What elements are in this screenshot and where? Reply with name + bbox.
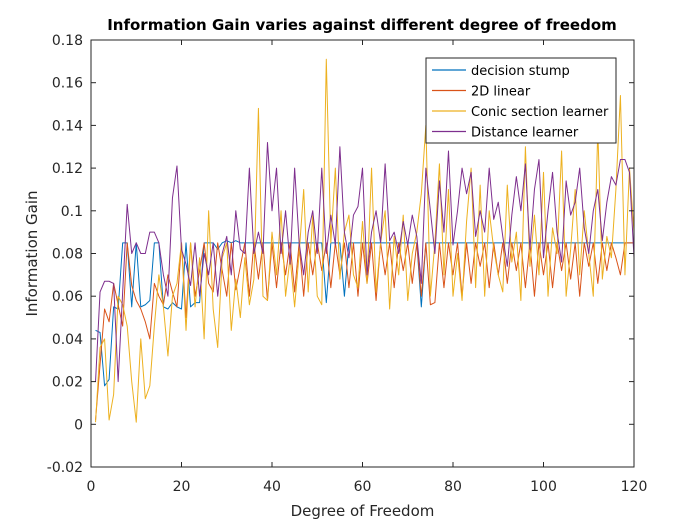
series-line-decision-stump [95, 240, 634, 387]
x-tick-label: 100 [530, 479, 557, 495]
legend-box [425, 57, 617, 144]
y-tick-label: 0.18 [52, 33, 83, 49]
x-tick-label: 120 [621, 479, 648, 495]
chart-title: Information Gain varies against differen… [107, 16, 617, 34]
y-tick-label: -0.02 [47, 460, 83, 476]
series-layer [95, 58, 635, 423]
y-tick-label: 0.1 [61, 204, 83, 220]
legend-label: decision stump [471, 64, 570, 79]
y-tick-label: 0.14 [52, 118, 83, 134]
legend-label: Conic section learner [471, 105, 609, 120]
axis-layer: 0 20 40 60 80 100 120-0.0200.020.040.060.080.1… [47, 33, 648, 495]
y-tick-label: 0.06 [52, 289, 83, 305]
legend-label: 2D linear [471, 85, 531, 100]
x-tick-label: 0 [87, 479, 96, 495]
y-tick-label: 0 [74, 417, 83, 433]
y-tick-label: 0.08 [52, 247, 83, 263]
y-tick-label: 0.16 [52, 76, 83, 92]
y-tick-label: 0.04 [52, 332, 83, 348]
series-line-2d-linear [95, 242, 634, 421]
legend: decision stump 2D linear Conic section lea… [425, 57, 617, 144]
x-tick-label: 40 [263, 479, 281, 495]
y-tick-label: 0.02 [52, 375, 83, 391]
series-line-distance-learner [95, 141, 635, 383]
y-tick-label: 0.12 [52, 161, 83, 177]
x-axis-title: Degree of Freedom [291, 502, 435, 520]
x-tick-label: 80 [444, 479, 462, 495]
x-tick-label: 60 [354, 479, 372, 495]
y-axis-title: Information Gain [23, 190, 41, 316]
legend-label: Distance learner [471, 126, 579, 141]
x-tick-label: 20 [173, 479, 191, 495]
series-line-conic-section-learner [95, 58, 635, 423]
